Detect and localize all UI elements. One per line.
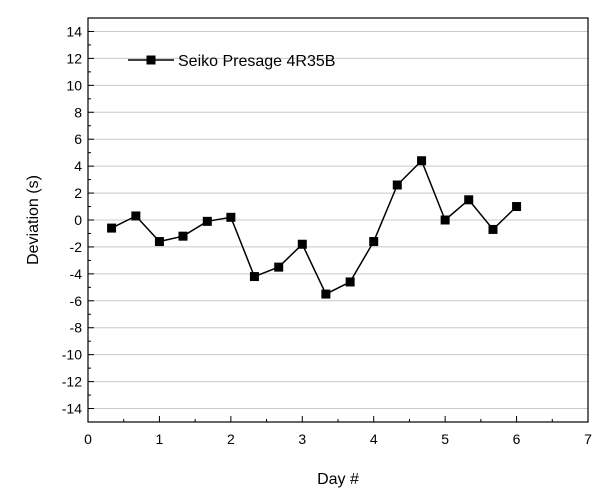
data-point xyxy=(417,156,427,166)
x-tick-label: 7 xyxy=(584,431,592,447)
data-point xyxy=(297,239,307,249)
data-point xyxy=(131,211,141,221)
x-tick-label: 5 xyxy=(441,431,449,447)
data-point xyxy=(274,262,284,272)
data-point xyxy=(226,212,236,222)
y-tick-label: 0 xyxy=(74,212,82,228)
x-axis-title: Day # xyxy=(317,471,359,488)
y-tick-label: -4 xyxy=(70,266,83,282)
series-layer xyxy=(107,156,522,299)
data-point xyxy=(440,215,450,225)
data-point xyxy=(178,231,188,241)
data-point xyxy=(202,216,212,226)
data-point xyxy=(512,202,522,212)
data-point xyxy=(154,237,164,247)
legend: Seiko Presage 4R35B xyxy=(128,53,335,70)
data-point xyxy=(249,272,259,282)
data-point xyxy=(488,224,498,234)
y-tick-label: 2 xyxy=(74,185,82,201)
legend-marker xyxy=(146,55,156,65)
y-tick-label: 6 xyxy=(74,131,82,147)
y-tick-label: -6 xyxy=(70,293,83,309)
data-point xyxy=(392,180,402,190)
x-tick-label: 0 xyxy=(84,431,92,447)
x-tick-label: 3 xyxy=(298,431,306,447)
x-tick-label: 1 xyxy=(156,431,164,447)
data-point xyxy=(107,223,117,233)
grid-lines xyxy=(88,30,588,410)
x-tick-label: 4 xyxy=(370,431,378,447)
x-tick-label: 6 xyxy=(513,431,521,447)
y-tick-label: -14 xyxy=(62,401,82,417)
y-tick-label: 14 xyxy=(66,23,82,39)
y-tick-label: 8 xyxy=(74,104,82,120)
y-axis-title: Deviation (s) xyxy=(25,175,42,265)
y-tick-label: -10 xyxy=(62,347,82,363)
data-point xyxy=(369,237,379,247)
y-tick-label: -8 xyxy=(70,320,83,336)
x-tick-label: 2 xyxy=(227,431,235,447)
y-tick-label: 12 xyxy=(66,50,82,66)
data-point xyxy=(345,277,355,287)
data-point xyxy=(321,289,331,299)
y-tick-label: -12 xyxy=(62,374,82,390)
y-tick-label: 4 xyxy=(74,158,82,174)
y-tick-label: -2 xyxy=(70,239,83,255)
data-point xyxy=(464,195,474,205)
y-tick-label: 10 xyxy=(66,77,82,93)
legend-label: Seiko Presage 4R35B xyxy=(178,53,335,70)
